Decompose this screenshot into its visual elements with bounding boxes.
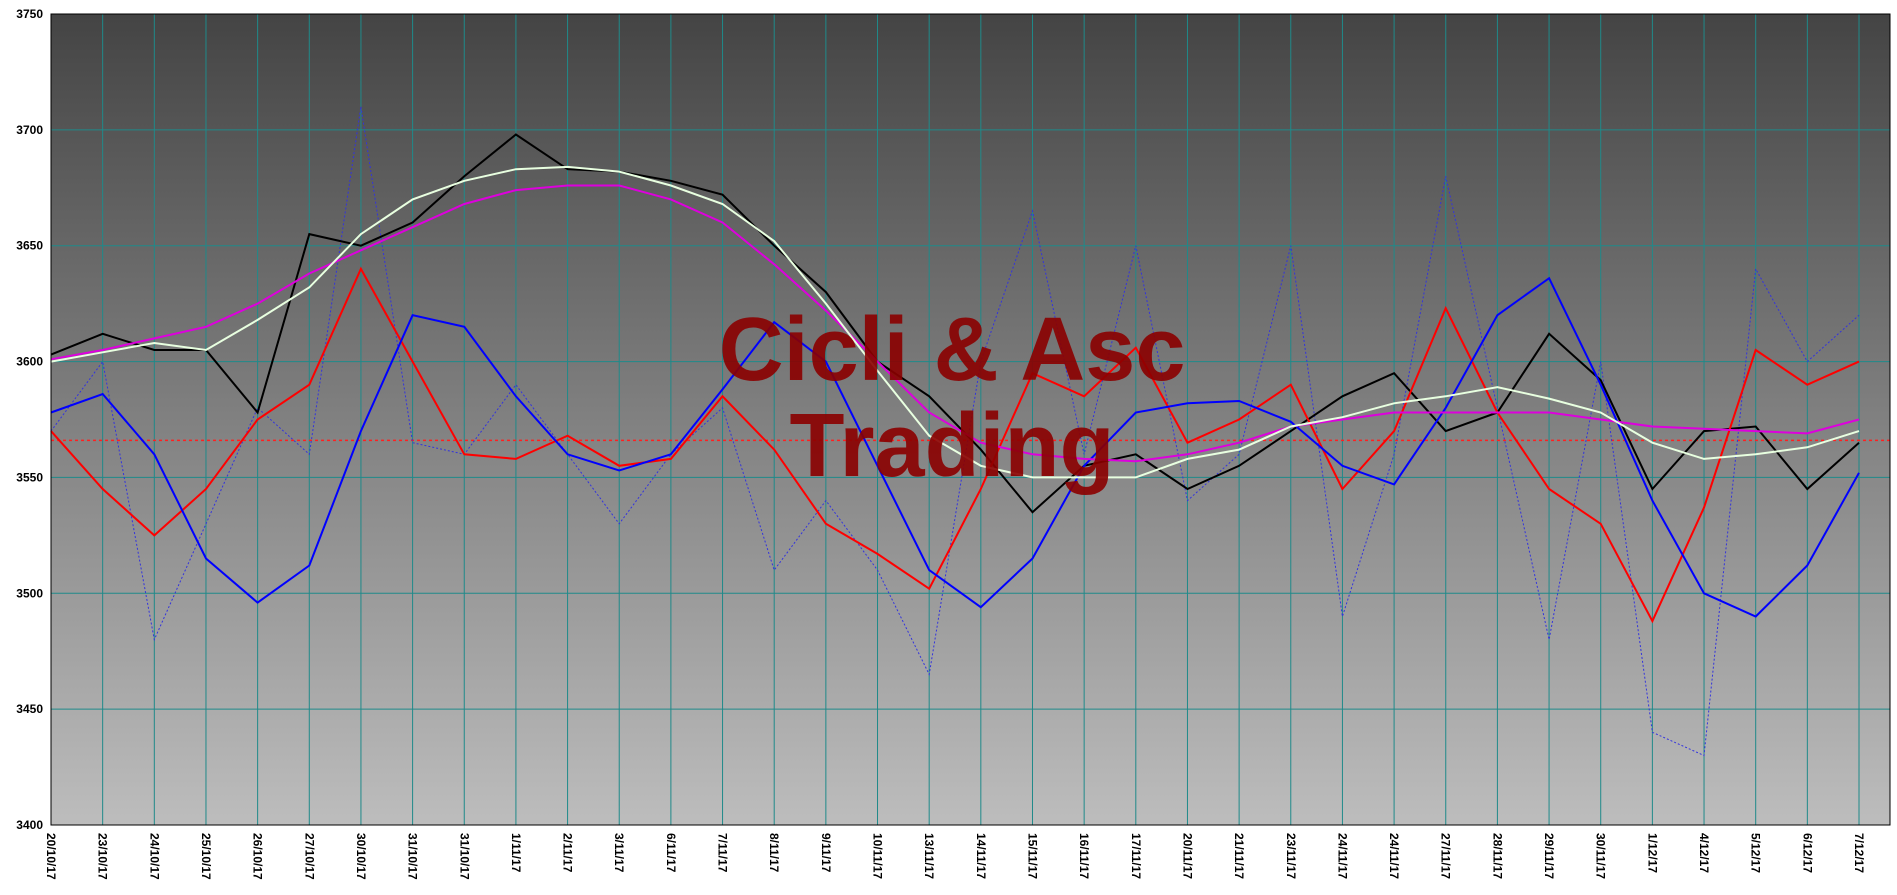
x-tick-label: 17/11/17 [1129, 833, 1143, 879]
x-tick-label: 13/11/17 [922, 833, 936, 879]
plot-area [51, 14, 1890, 825]
x-tick-label: 8/11/17 [767, 833, 781, 873]
watermark: Cicli & Asc [719, 300, 1186, 400]
x-tick-label: 6/11/17 [664, 833, 678, 873]
y-tick-label: 3700 [16, 123, 43, 137]
series-line [50, 266, 1860, 624]
x-tick-label: 24/10/17 [147, 833, 161, 880]
x-tick-label: 27/11/17 [1439, 833, 1453, 879]
y-tick-label: 3600 [16, 355, 43, 369]
series-line [50, 106, 1860, 757]
x-tick-label: 23/10/17 [96, 833, 110, 880]
x-tick-label: 25/10/17 [199, 833, 213, 880]
y-tick-label: 3500 [16, 586, 43, 600]
x-tick-label: 24/11/17 [1335, 833, 1349, 879]
x-tick-label: 15/11/17 [1025, 833, 1039, 879]
x-tick-label: 30/10/17 [354, 833, 368, 880]
x-tick-label: 4/12/17 [1697, 833, 1711, 873]
watermark: Trading [789, 396, 1114, 496]
x-tick-label: 29/11/17 [1542, 833, 1556, 879]
x-tick-label: 28/11/17 [1490, 833, 1504, 879]
x-tick-label: 2/11/17 [561, 833, 575, 873]
x-tick-label: 30/11/17 [1594, 833, 1608, 879]
y-tick-label: 3400 [16, 818, 43, 832]
x-tick-label: 7/12/17 [1852, 833, 1866, 873]
series-line [50, 184, 1860, 463]
x-tick-label: 6/12/17 [1800, 833, 1814, 873]
x-tick-label: 5/12/17 [1749, 833, 1763, 873]
x-tick-label: 21/11/17 [1232, 833, 1246, 879]
y-tick-label: 3750 [16, 7, 43, 21]
x-tick-label: 1/12/17 [1645, 833, 1659, 873]
y-tick-label: 3550 [16, 470, 43, 484]
series-line [50, 276, 1860, 618]
x-tick-label: 20/11/17 [1180, 833, 1194, 879]
x-tick-label: 9/11/17 [819, 833, 833, 873]
x-tick-label: 27/10/17 [302, 833, 316, 880]
y-tick-label: 3450 [16, 702, 43, 716]
x-tick-label: 10/11/17 [871, 833, 885, 879]
x-tick-label: 7/11/17 [716, 833, 730, 873]
x-tick-label: 26/10/17 [251, 833, 265, 880]
x-tick-label: 3/11/17 [612, 833, 626, 873]
x-tick-label: 31/10/17 [457, 833, 471, 880]
x-tick-label: 16/11/17 [1077, 833, 1091, 879]
x-tick-label: 20/10/17 [44, 833, 58, 880]
x-tick-label: 23/11/17 [1284, 833, 1298, 879]
y-tick-label: 3650 [16, 239, 43, 253]
x-tick-label: 24/11/17 [1387, 833, 1401, 879]
x-tick-label: 1/11/17 [509, 833, 523, 873]
series-line [50, 165, 1860, 479]
x-tick-label: 31/10/17 [406, 833, 420, 880]
plot-border [50, 13, 1891, 826]
x-tick-label: 14/11/17 [974, 833, 988, 879]
